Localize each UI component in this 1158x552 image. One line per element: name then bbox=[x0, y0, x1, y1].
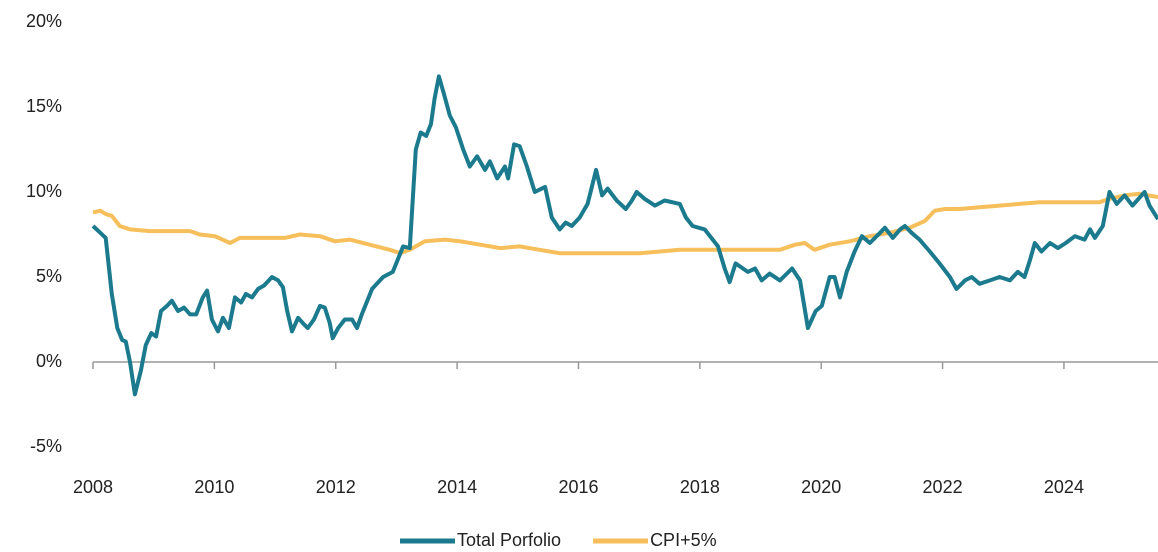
series-line bbox=[91, 74, 1158, 397]
x-tick-label: 2018 bbox=[680, 477, 720, 497]
y-tick-label: 5% bbox=[36, 266, 62, 286]
y-tick-label: 0% bbox=[36, 351, 62, 371]
series-line bbox=[92, 191, 1158, 256]
x-tick-label: 2014 bbox=[437, 477, 477, 497]
y-tick-label: -5% bbox=[30, 436, 62, 456]
x-tick-label: 2012 bbox=[316, 477, 356, 497]
x-tick-label: 2008 bbox=[73, 477, 113, 497]
x-tick-label: 2024 bbox=[1044, 477, 1084, 497]
x-tick-label: 2016 bbox=[558, 477, 598, 497]
y-tick-label: 15% bbox=[26, 96, 62, 116]
x-tick-label: 2010 bbox=[194, 477, 234, 497]
y-tick-label: 10% bbox=[26, 181, 62, 201]
x-tick-label: 2020 bbox=[801, 477, 841, 497]
legend-label: Total Porfolio bbox=[457, 530, 561, 550]
legend-label: CPI+5% bbox=[650, 530, 717, 550]
x-tick-label: 2022 bbox=[923, 477, 963, 497]
y-tick-label: 20% bbox=[26, 11, 62, 31]
